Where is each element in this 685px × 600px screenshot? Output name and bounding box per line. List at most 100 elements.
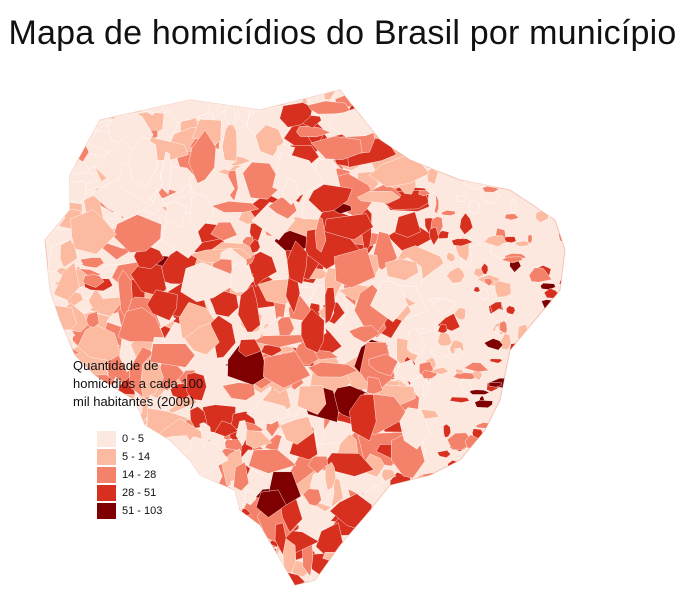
municipality-patch <box>237 547 282 558</box>
municipality-patch <box>570 247 580 259</box>
municipality-patch <box>423 116 443 120</box>
legend-swatch <box>97 503 116 519</box>
municipality-patch <box>561 515 574 520</box>
municipality-patch <box>413 580 441 597</box>
municipality-patch <box>575 355 580 366</box>
municipality-patch <box>364 97 385 124</box>
municipality-patch <box>347 533 374 554</box>
municipality-patch <box>520 408 529 426</box>
legend-title-line: homicídios a cada 100 <box>73 375 213 393</box>
municipality-patch <box>557 322 563 334</box>
municipality-patch <box>530 527 546 538</box>
municipality-patch <box>520 492 532 498</box>
municipality-patch <box>67 546 105 555</box>
municipality-patch <box>483 122 503 134</box>
municipality-patch <box>124 575 139 600</box>
municipality-patch <box>568 472 575 488</box>
municipality-patch <box>441 472 447 486</box>
municipality-patch <box>380 99 442 139</box>
legend-title: Quantidade de homicídios a cada 100 mil … <box>73 357 213 411</box>
municipality-patch <box>65 547 82 590</box>
municipality-patch <box>539 131 551 138</box>
municipality-patch <box>40 507 67 526</box>
municipality-patch <box>504 496 512 510</box>
municipality-patch <box>399 100 431 120</box>
legend-title-line: mil habitantes (2009) <box>73 393 213 411</box>
municipality-patch <box>47 97 77 105</box>
legend-label: 5 - 14 <box>122 451 150 463</box>
municipality-patch <box>386 538 423 586</box>
municipality-patch <box>503 573 517 587</box>
municipality-patch <box>131 520 176 544</box>
municipality-patch <box>40 135 71 164</box>
municipality-patch <box>544 487 560 500</box>
municipality-patch <box>557 465 573 477</box>
municipality-patch <box>475 124 492 135</box>
municipality-patch <box>574 477 580 489</box>
municipality-patch <box>557 148 580 162</box>
legend-swatch <box>97 485 116 501</box>
municipality-patch <box>192 484 204 527</box>
municipality-patch <box>576 209 581 217</box>
municipality-patch <box>101 550 132 575</box>
municipality-patch <box>461 109 466 116</box>
municipality-patch <box>469 108 479 115</box>
municipality-patch <box>107 553 131 576</box>
municipality-patch <box>100 86 149 98</box>
municipality-patch <box>70 436 91 463</box>
municipality-patch <box>162 530 186 547</box>
municipality-patch <box>252 571 290 592</box>
municipality-patch <box>243 582 281 600</box>
municipality-patch <box>79 423 94 458</box>
municipality-patch <box>150 535 162 547</box>
municipality-patch <box>206 536 243 548</box>
municipality-patch <box>448 106 456 116</box>
municipality-patch <box>444 113 454 132</box>
municipality-patch <box>535 125 539 137</box>
municipality-patch <box>473 480 478 486</box>
legend-item: 28 - 51 <box>97 484 162 502</box>
municipality-patch <box>420 481 440 490</box>
municipality-patch <box>396 566 445 600</box>
municipality-patch <box>482 107 498 123</box>
municipality-patch <box>413 131 435 138</box>
municipality-patch <box>392 88 437 110</box>
municipality-patch <box>525 482 541 496</box>
municipality-patch <box>481 88 493 94</box>
municipality-patch <box>82 84 119 116</box>
municipality-patch <box>557 97 579 108</box>
municipality-patch <box>519 504 545 512</box>
municipality-patch <box>544 449 560 467</box>
municipality-patch <box>466 174 483 180</box>
municipality-patch <box>400 557 433 593</box>
municipality-patch <box>406 488 417 503</box>
municipality-patch <box>489 582 504 593</box>
municipality-patch <box>489 505 507 525</box>
municipality-patch <box>40 428 83 465</box>
municipality-patch <box>472 114 482 123</box>
municipality-patch <box>551 190 557 195</box>
municipality-patch <box>547 351 551 369</box>
municipality-patch <box>40 422 73 448</box>
municipality-patch <box>49 500 77 519</box>
municipality-patch <box>571 198 580 204</box>
municipality-patch <box>63 497 78 546</box>
municipality-patch <box>531 513 553 528</box>
municipality-patch <box>208 560 248 598</box>
municipality-patch <box>437 547 448 564</box>
municipality-patch <box>571 91 580 101</box>
municipality-patch <box>128 541 151 555</box>
municipality-patch <box>83 507 92 550</box>
municipality-patch <box>458 529 465 544</box>
map-title: Mapa de homicídios do Brasil por municíp… <box>0 14 685 53</box>
municipality-patch <box>58 504 77 549</box>
municipality-patch <box>435 539 449 558</box>
municipality-patch <box>83 89 102 121</box>
municipality-patch <box>177 527 197 551</box>
municipality-patch <box>561 285 570 301</box>
municipality-patch <box>404 489 421 507</box>
municipality-patch <box>411 87 436 103</box>
municipality-patch <box>216 531 252 566</box>
municipality-patch <box>63 516 80 568</box>
municipality-patch <box>547 342 555 356</box>
